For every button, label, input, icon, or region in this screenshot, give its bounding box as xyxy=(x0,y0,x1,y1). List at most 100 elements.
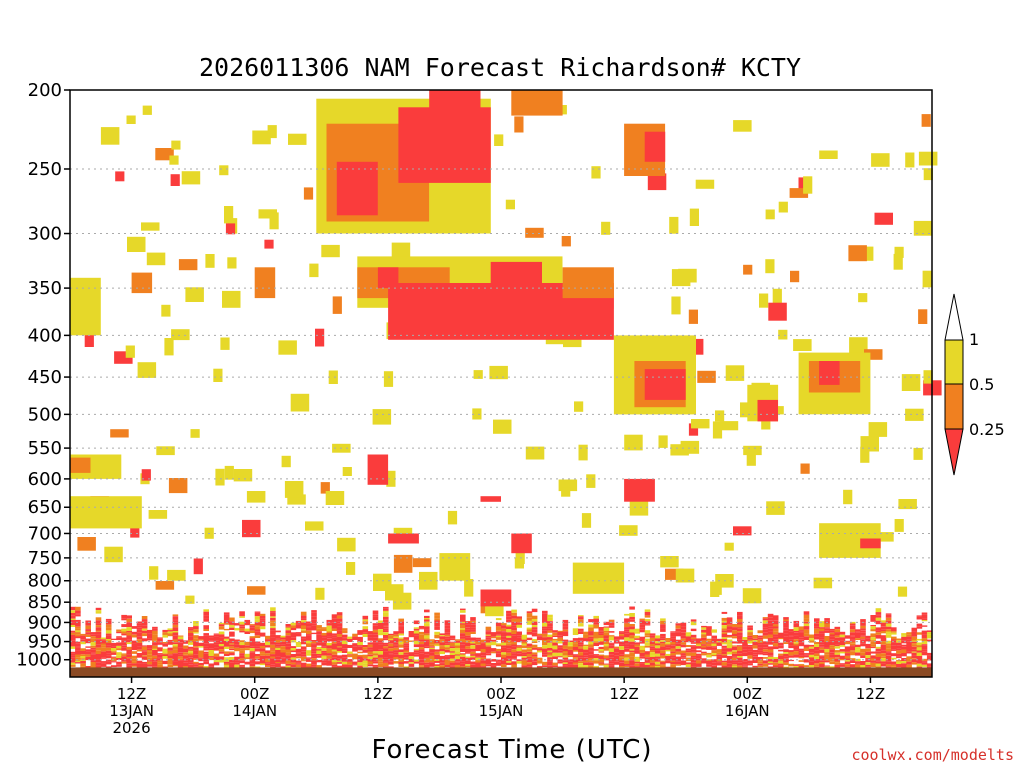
bl-segment xyxy=(300,636,307,639)
bl-segment xyxy=(234,660,240,663)
bl-segment xyxy=(824,638,830,642)
bl-segment xyxy=(244,647,251,649)
bl-segment xyxy=(778,638,784,640)
ri-speckle xyxy=(860,446,870,463)
bl-segment xyxy=(880,658,887,662)
bl-segment xyxy=(783,642,789,644)
bl-segment xyxy=(603,648,610,651)
bl-segment xyxy=(275,653,281,657)
bl-segment xyxy=(824,628,830,631)
ri-speckle xyxy=(219,165,229,176)
bl-segment xyxy=(557,650,563,653)
bl-segment xyxy=(316,649,322,651)
bl-segment xyxy=(100,657,107,659)
bl-segment xyxy=(772,615,779,618)
y-tick-label: 1000 xyxy=(16,650,62,671)
bl-segment xyxy=(95,617,102,621)
bl-segment xyxy=(434,631,440,635)
ri-speckle xyxy=(658,435,668,448)
bl-segment xyxy=(188,642,194,645)
bl-segment xyxy=(75,625,81,627)
bl-segment xyxy=(814,650,820,652)
bl-segment xyxy=(814,663,820,665)
bl-segment xyxy=(849,623,856,626)
bl-segment xyxy=(885,664,892,667)
bl-segment xyxy=(921,646,928,650)
bl-segment xyxy=(70,622,76,625)
bl-segment xyxy=(95,640,102,645)
bl-segment xyxy=(885,651,892,653)
bl-segment xyxy=(803,618,810,622)
bl-segment xyxy=(921,614,928,617)
bl-segment xyxy=(105,624,112,628)
bl-segment xyxy=(336,630,343,635)
bl-segment xyxy=(424,623,430,627)
bl-segment xyxy=(223,614,230,618)
bl-segment xyxy=(85,646,91,648)
bl-segment xyxy=(383,657,389,660)
bl-segment xyxy=(680,650,687,654)
bl-segment xyxy=(141,651,148,656)
bl-segment xyxy=(783,652,789,654)
bl-segment xyxy=(147,629,153,634)
bl-segment xyxy=(680,622,687,627)
bl-segment xyxy=(218,651,225,654)
bl-segment xyxy=(136,642,143,647)
bl-segment xyxy=(111,642,117,647)
bl-segment xyxy=(352,664,358,666)
bl-segment xyxy=(906,639,912,642)
bl-segment xyxy=(721,611,728,614)
bl-segment xyxy=(408,662,415,664)
bl-segment xyxy=(593,654,599,656)
bl-segment xyxy=(511,609,517,613)
ri-speckle xyxy=(505,199,515,210)
bl-segment xyxy=(849,641,856,644)
bl-segment xyxy=(311,644,317,648)
bl-segment xyxy=(485,645,492,647)
bl-segment xyxy=(141,625,148,629)
bl-segment xyxy=(885,648,892,652)
bl-segment xyxy=(141,661,148,664)
chart-title: 2026011306 NAM Forecast Richardson# KCTY xyxy=(199,53,801,82)
bl-segment xyxy=(619,632,625,635)
bl-segment xyxy=(844,664,851,667)
bl-segment xyxy=(167,664,174,668)
bl-segment xyxy=(388,658,394,662)
bl-segment xyxy=(321,648,327,651)
bl-segment xyxy=(634,631,640,634)
bl-segment xyxy=(177,654,184,657)
bl-segment xyxy=(829,666,835,668)
bl-segment xyxy=(747,641,753,644)
bl-segment xyxy=(819,656,825,659)
y-tick-label: 200 xyxy=(28,80,62,101)
bl-segment xyxy=(70,643,76,647)
y-tick-label: 500 xyxy=(28,404,62,425)
bl-segment xyxy=(834,632,841,636)
bl-segment xyxy=(726,629,733,633)
bl-segment xyxy=(285,638,292,641)
bl-segment xyxy=(239,624,245,627)
bl-segment xyxy=(485,658,492,660)
bl-segment xyxy=(70,625,76,627)
bl-segment xyxy=(418,628,425,630)
bl-segment xyxy=(829,657,835,660)
bl-segment xyxy=(162,648,168,651)
bl-segment xyxy=(521,656,528,658)
bl-segment xyxy=(321,646,327,648)
bl-segment xyxy=(172,656,179,660)
bl-segment xyxy=(629,624,635,627)
bl-segment xyxy=(362,626,369,630)
bl-segment xyxy=(331,625,338,629)
bl-segment xyxy=(126,654,132,658)
bl-segment xyxy=(434,651,440,655)
bl-segment xyxy=(772,657,779,660)
bl-segment xyxy=(388,653,394,655)
bl-segment xyxy=(306,658,312,662)
bl-segment xyxy=(757,630,764,634)
bl-segment xyxy=(916,652,923,656)
bl-segment xyxy=(875,651,882,654)
bl-segment xyxy=(885,658,892,662)
bl-segment xyxy=(824,647,830,649)
bl-segment xyxy=(855,663,861,665)
bl-segment xyxy=(259,632,266,635)
